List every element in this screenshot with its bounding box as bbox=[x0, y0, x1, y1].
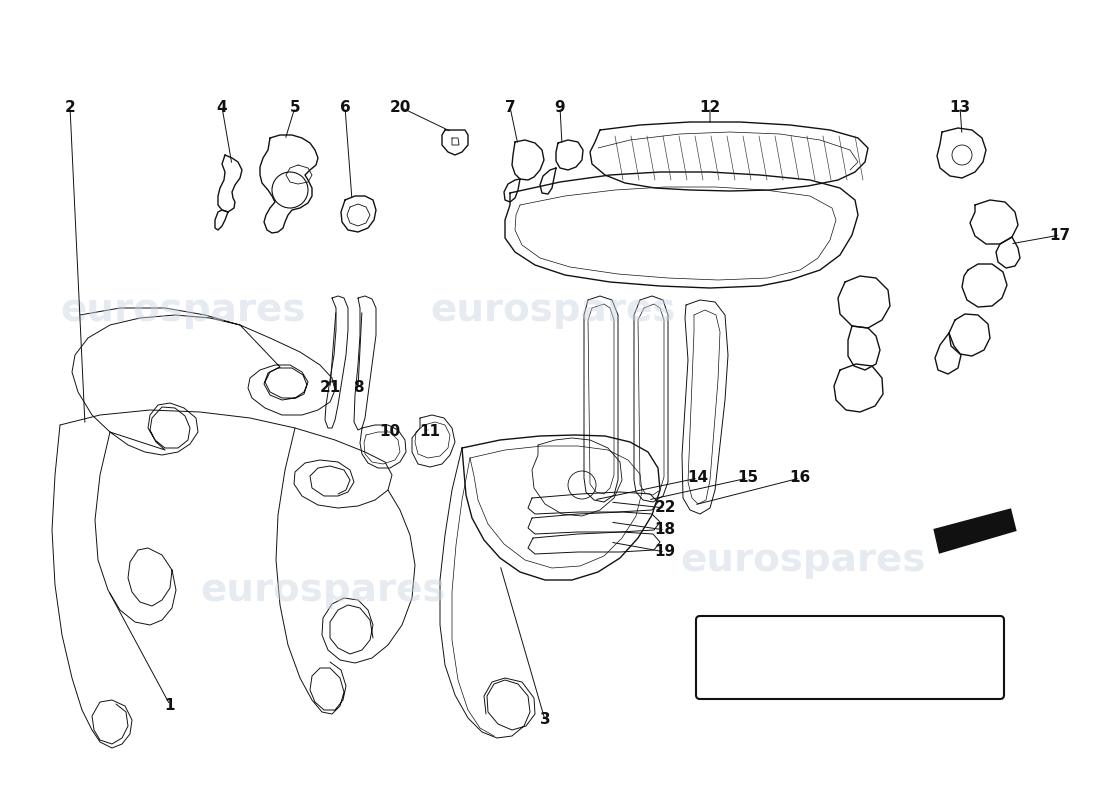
Text: 18: 18 bbox=[654, 522, 675, 538]
Text: 12: 12 bbox=[700, 99, 720, 114]
Text: 9: 9 bbox=[554, 99, 565, 114]
Text: 2: 2 bbox=[65, 99, 76, 114]
Text: 13: 13 bbox=[949, 99, 970, 114]
Text: 10: 10 bbox=[379, 425, 400, 439]
Text: eurospares: eurospares bbox=[200, 571, 446, 609]
Text: 15: 15 bbox=[737, 470, 759, 486]
Text: 22: 22 bbox=[654, 501, 675, 515]
Text: 1: 1 bbox=[165, 698, 175, 713]
Text: 3: 3 bbox=[540, 713, 550, 727]
Text: 8: 8 bbox=[353, 381, 363, 395]
Text: 19: 19 bbox=[654, 545, 675, 559]
Text: 20: 20 bbox=[389, 99, 410, 114]
Text: eurospares: eurospares bbox=[60, 291, 306, 329]
Text: 21: 21 bbox=[319, 381, 341, 395]
Text: 17: 17 bbox=[1049, 227, 1070, 242]
Polygon shape bbox=[935, 510, 1015, 552]
Text: COLLANTE "ARALDITE" Dis. N° ·: COLLANTE "ARALDITE" Dis. N° · bbox=[712, 642, 933, 655]
Text: 6: 6 bbox=[340, 99, 351, 114]
Text: 16: 16 bbox=[790, 470, 811, 486]
Text: 11: 11 bbox=[419, 425, 440, 439]
Text: eurospares: eurospares bbox=[680, 541, 925, 579]
FancyBboxPatch shape bbox=[696, 616, 1004, 699]
Text: 7: 7 bbox=[505, 99, 515, 114]
Text: eurospares: eurospares bbox=[430, 291, 675, 329]
Text: ADHESIVE "ARALDITE" Drv. N°: ADHESIVE "ARALDITE" Drv. N° bbox=[712, 667, 923, 681]
Text: 14: 14 bbox=[688, 470, 708, 486]
Text: 4: 4 bbox=[217, 99, 228, 114]
Text: 64006800: 64006800 bbox=[927, 642, 997, 655]
Text: 5: 5 bbox=[289, 99, 300, 114]
